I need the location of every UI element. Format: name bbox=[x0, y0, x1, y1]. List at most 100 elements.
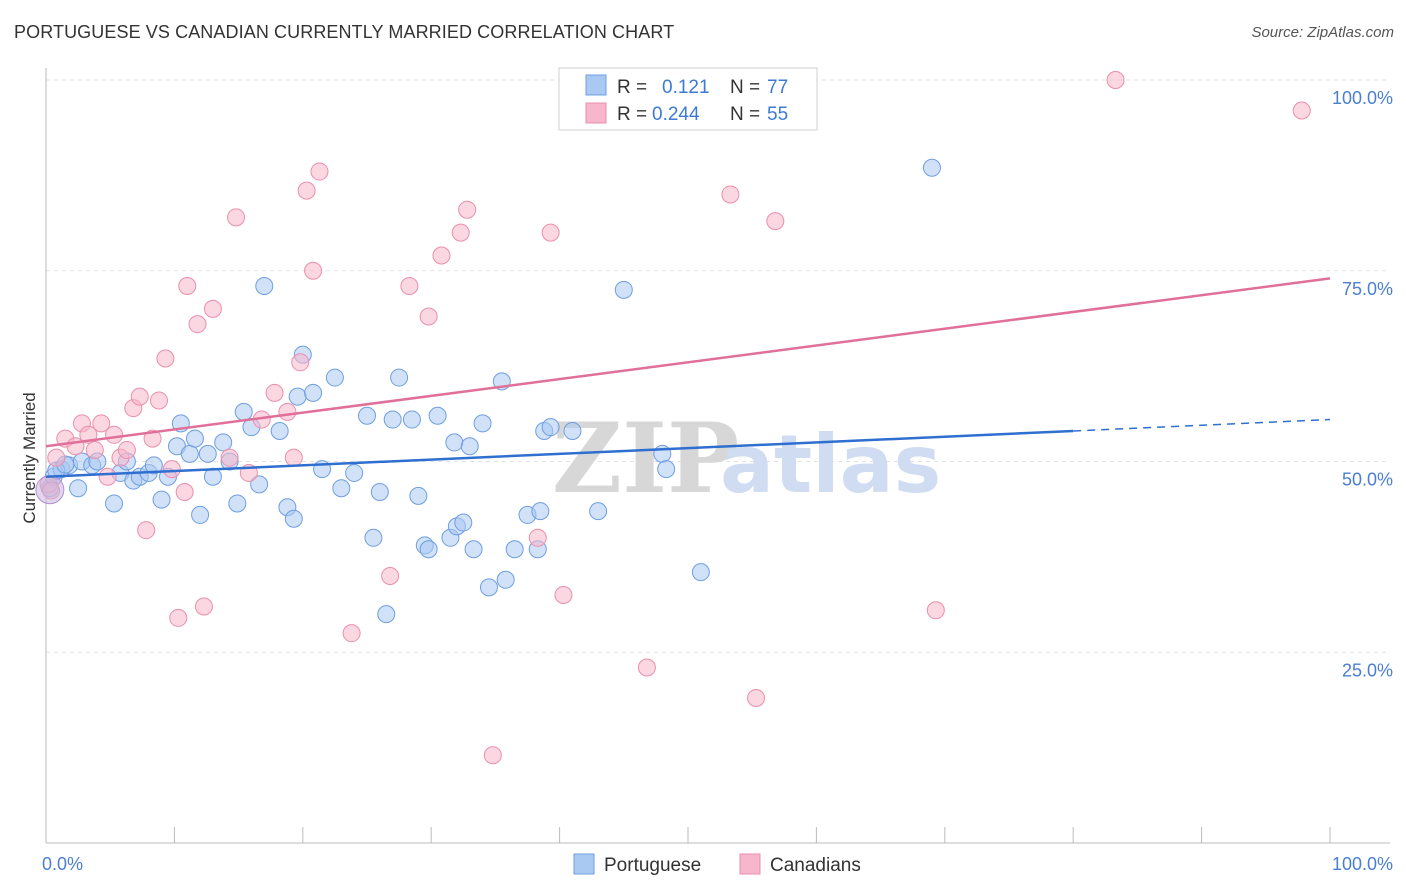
watermark-zip: ZIP bbox=[552, 402, 739, 515]
bottom-legend-label-canadians: Canadians bbox=[770, 855, 861, 876]
tick-labels: 25.0% 50.0% 75.0% 100.0% 0.0% 100.0% bbox=[42, 88, 1393, 874]
bottom-legend-label-portuguese: Portuguese bbox=[604, 855, 701, 876]
canadians-point-37 bbox=[381, 566, 400, 585]
portuguese-point-26 bbox=[228, 494, 247, 513]
portuguese-point-58 bbox=[479, 578, 498, 597]
trend-lines bbox=[45, 277, 1331, 479]
portuguese-point-69 bbox=[614, 280, 633, 299]
portuguese-point-50 bbox=[428, 406, 447, 425]
chart-source: Source: ZipAtlas.com bbox=[1251, 24, 1394, 41]
bottom-legend-swatch-canadians bbox=[739, 853, 761, 875]
canadians-point-46 bbox=[554, 586, 573, 605]
portuguese-point-71 bbox=[657, 460, 676, 479]
portuguese-point-31 bbox=[270, 421, 289, 440]
canadians-point-24 bbox=[203, 299, 222, 318]
portuguese-point-20 bbox=[185, 429, 204, 448]
portuguese-point-39 bbox=[332, 479, 351, 498]
canadians-point-49 bbox=[747, 689, 766, 708]
canadians-point-34 bbox=[304, 261, 323, 280]
canadians-point-25 bbox=[220, 448, 239, 467]
canadians-point-22 bbox=[188, 315, 207, 334]
portuguese-point-41 bbox=[358, 406, 376, 425]
canadians-point-36 bbox=[342, 624, 361, 643]
canadians-point-30 bbox=[278, 402, 297, 421]
portuguese-point-68 bbox=[589, 502, 608, 521]
legend-n-label-canadians: N = bbox=[730, 104, 760, 125]
axes bbox=[45, 68, 1390, 844]
canadians-point-33 bbox=[297, 181, 316, 200]
portuguese-point-64 bbox=[531, 502, 550, 521]
chart-title: PORTUGUESE VS CANADIAN CURRENTLY MARRIED… bbox=[14, 22, 675, 42]
canadians-point-40 bbox=[432, 246, 451, 265]
y-tick-label-25: 25.0% bbox=[1342, 660, 1393, 680]
portuguese-point-4 bbox=[69, 479, 88, 498]
canadians-point-31 bbox=[284, 448, 303, 467]
portuguese-point-24 bbox=[214, 433, 233, 452]
portuguese-point-60 bbox=[496, 570, 515, 589]
portuguese-point-54 bbox=[454, 513, 473, 532]
portuguese-trend-line bbox=[45, 429, 1074, 479]
canadians-point-23 bbox=[194, 597, 213, 616]
bottom-legend: Portuguese Canadians bbox=[573, 853, 861, 876]
x-tick-label-min: 0.0% bbox=[42, 854, 83, 874]
canadians-point-38 bbox=[400, 277, 419, 296]
portuguese-point-40 bbox=[345, 463, 364, 482]
canadians-point-11 bbox=[117, 441, 136, 460]
portuguese-point-27 bbox=[234, 402, 253, 421]
portuguese-point-30 bbox=[255, 277, 274, 296]
y-tick-label-50: 50.0% bbox=[1342, 470, 1393, 490]
canadians-point-42 bbox=[458, 200, 477, 219]
legend: R = 0.121 N = 77 R = 0.244 N = 55 bbox=[558, 67, 818, 131]
x-tick-label-max: 100.0% bbox=[1332, 854, 1393, 874]
portuguese-point-21 bbox=[191, 505, 210, 524]
canadians-point-21 bbox=[178, 277, 197, 296]
canadians-point-29 bbox=[265, 383, 284, 402]
canadians-point-6 bbox=[85, 441, 104, 460]
canadians-point-41 bbox=[451, 223, 470, 242]
watermark: ZIP atlas bbox=[552, 402, 941, 515]
cluster-point-origin bbox=[35, 475, 65, 505]
portuguese-point-42 bbox=[364, 528, 383, 547]
canadians-point-50 bbox=[766, 212, 785, 231]
canadians-point-18 bbox=[162, 460, 181, 479]
legend-n-value-portuguese: 77 bbox=[767, 77, 788, 98]
portuguese-point-57 bbox=[473, 414, 492, 433]
canadians-point-44 bbox=[528, 528, 547, 547]
legend-r-label-portuguese: R = bbox=[617, 77, 647, 98]
portuguese-point-36 bbox=[304, 383, 323, 402]
portuguese-point-46 bbox=[402, 410, 421, 429]
canadians-point-47 bbox=[637, 658, 656, 677]
portuguese-point-66 bbox=[541, 418, 560, 437]
y-tick-label-100: 100.0% bbox=[1332, 88, 1393, 108]
portuguese-point-15 bbox=[152, 490, 171, 509]
canadians-point-14 bbox=[137, 521, 156, 540]
y-axis-label: Currently Married bbox=[20, 392, 39, 523]
canadians-point-45 bbox=[541, 223, 560, 242]
legend-n-label-portuguese: N = bbox=[730, 77, 760, 98]
portuguese-point-73 bbox=[922, 158, 941, 177]
portuguese-trend-extension bbox=[1073, 418, 1331, 432]
canadians-point-51 bbox=[926, 601, 945, 620]
portuguese-point-34 bbox=[288, 387, 307, 406]
portuguese-point-49 bbox=[419, 540, 438, 559]
canadians-point-43 bbox=[483, 746, 502, 765]
portuguese-point-19 bbox=[180, 444, 199, 463]
portuguese-point-14 bbox=[144, 456, 163, 475]
portuguese-point-72 bbox=[691, 563, 710, 582]
canadians-point-35 bbox=[310, 162, 329, 181]
portuguese-point-52 bbox=[445, 433, 464, 452]
legend-n-value-canadians: 55 bbox=[767, 104, 788, 125]
legend-r-label-canadians: R = bbox=[617, 104, 647, 125]
canadians-point-7 bbox=[92, 414, 111, 433]
canadians-point-13 bbox=[130, 387, 149, 406]
canadians-point-17 bbox=[156, 349, 175, 368]
bottom-legend-swatch-portuguese bbox=[573, 853, 595, 875]
canadians-point-32 bbox=[291, 353, 310, 372]
y-tick-label-75: 75.0% bbox=[1342, 279, 1393, 299]
portuguese-point-38 bbox=[325, 368, 344, 387]
canadians-point-9 bbox=[105, 425, 124, 444]
portuguese-point-74 bbox=[377, 605, 396, 624]
canadians-point-20 bbox=[175, 483, 194, 502]
legend-r-value-canadians: 0.244 bbox=[652, 104, 700, 125]
portuguese-point-55 bbox=[460, 437, 479, 456]
